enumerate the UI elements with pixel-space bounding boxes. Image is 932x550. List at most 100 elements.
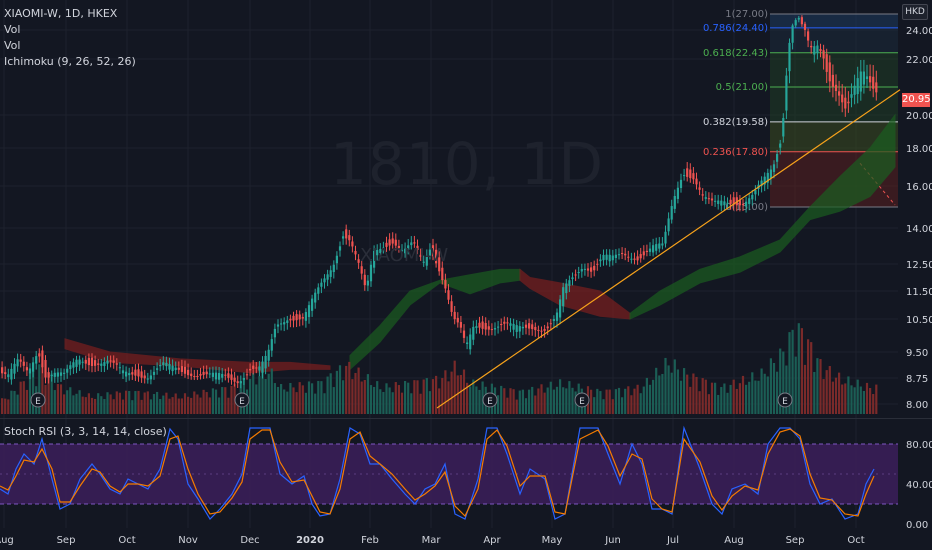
candle-body-21 <box>66 368 69 373</box>
candle-body-270 <box>838 91 841 96</box>
currency-badge[interactable]: HKD <box>902 4 928 20</box>
volume-bar-102 <box>317 380 320 414</box>
candle-body-236 <box>732 197 735 205</box>
candle-body-81 <box>252 365 255 369</box>
candle-body-128 <box>397 245 400 248</box>
volume-bar-134 <box>416 380 419 414</box>
earnings-marker-label-3: E <box>579 397 585 407</box>
candle-body-282 <box>875 82 878 93</box>
volume-bar-0 <box>1 398 4 414</box>
volume-bar-278 <box>862 390 865 414</box>
volume-bar-224 <box>695 376 698 414</box>
candle-body-239 <box>741 203 745 205</box>
volume-bar-150 <box>466 382 469 414</box>
candle-body-95 <box>295 314 298 321</box>
earnings-marker-1 <box>234 392 250 408</box>
volume-bar-67 <box>208 397 211 414</box>
volume-bar-59 <box>183 393 187 414</box>
candle-body-102 <box>317 287 320 294</box>
volume-bar-266 <box>825 370 828 414</box>
candle-body-168 <box>521 326 524 329</box>
candle-body-78 <box>242 377 245 380</box>
volume-indicator-label-2[interactable]: Vol <box>4 39 21 52</box>
candle-body-119 <box>369 264 373 282</box>
volume-bar-173 <box>537 388 540 414</box>
volume-bar-12 <box>38 364 41 414</box>
candle-body-177 <box>549 323 552 325</box>
volume-bar-104 <box>323 393 326 414</box>
time-tick-13: Sep <box>786 535 805 546</box>
candle-body-269 <box>834 84 838 92</box>
volume-bar-275 <box>853 387 856 414</box>
candle-body-234 <box>726 202 729 204</box>
volume-bar-197 <box>611 399 614 414</box>
volume-bar-84 <box>261 367 264 414</box>
volume-bar-210 <box>652 379 655 414</box>
volume-bar-170 <box>528 389 531 414</box>
candle-body-258 <box>800 17 803 25</box>
price-axis: 24.00 22.00 20.00 18.00 16.00 14.00 12.50 11.50… <box>906 26 932 411</box>
volume-bar-118 <box>366 374 369 414</box>
volume-bar-236 <box>732 379 735 414</box>
fib-zone-1 <box>770 27 898 53</box>
volume-bar-95 <box>295 392 298 414</box>
candle-body-37 <box>115 363 118 365</box>
volume-indicator-label[interactable]: Vol <box>4 23 21 36</box>
volume-bar-179 <box>555 386 559 414</box>
cloud-bear-1 <box>64 338 331 374</box>
candle-body-172 <box>534 326 537 331</box>
volume-bar-220 <box>683 368 686 414</box>
candle-body-90 <box>280 323 283 325</box>
symbol-title[interactable]: XIAOMI-W, 1D, HKEX <box>4 7 118 20</box>
volume-bar-228 <box>707 394 710 414</box>
volume-bar-191 <box>593 397 596 414</box>
candle-body-99 <box>307 305 311 318</box>
candle-body-211 <box>655 244 658 251</box>
candle-body-13 <box>41 350 44 368</box>
candle-body-185 <box>574 274 577 276</box>
candle-body-4 <box>13 363 16 374</box>
candle-body-104 <box>323 278 326 283</box>
volume-bar-57 <box>177 398 180 414</box>
candle-body-47 <box>146 378 149 380</box>
candle-body-264 <box>819 49 822 52</box>
volume-bar-8 <box>25 389 28 414</box>
candle-body-223 <box>692 173 695 180</box>
volume-bar-279 <box>865 382 869 414</box>
ichimoku-indicator-label[interactable]: Ichimoku (9, 26, 52, 26) <box>4 55 136 68</box>
candle-body-203 <box>630 258 633 260</box>
volume-bar-23 <box>72 395 75 414</box>
candle-body-93 <box>289 318 292 321</box>
candle-body-127 <box>394 239 397 246</box>
candle-body-165 <box>512 323 515 330</box>
stoch-rsi-label[interactable]: Stoch RSI (3, 3, 14, 14, close) <box>4 425 167 438</box>
volume-bar-234 <box>726 392 729 414</box>
time-tick-14: Oct <box>847 535 864 546</box>
volume-bar-17 <box>53 390 56 414</box>
pane-separator[interactable] <box>0 418 932 419</box>
candle-body-109 <box>338 246 342 251</box>
volume-bar-114 <box>354 372 357 414</box>
candle-body-132 <box>410 242 413 246</box>
price-tick-8: 10.50 <box>906 315 932 326</box>
volume-bar-196 <box>608 389 611 414</box>
volume-bar-41 <box>128 391 131 414</box>
candle-body-199 <box>617 254 621 256</box>
candle-body-110 <box>342 236 345 239</box>
volume-bar-35 <box>109 394 112 414</box>
candle-body-197 <box>611 255 614 261</box>
rsi-tick-2: 0.00 <box>906 520 928 531</box>
candle-body-272 <box>844 97 847 109</box>
candle-body-163 <box>506 322 509 324</box>
candle-body-179 <box>555 312 559 321</box>
candle-body-257 <box>797 17 800 20</box>
candle-body-268 <box>831 74 834 87</box>
candle-body-254 <box>788 42 791 72</box>
volume-bar-9 <box>28 372 32 414</box>
volume-bar-145 <box>450 371 453 414</box>
volume-bar-16 <box>50 373 53 414</box>
volume-bar-93 <box>289 382 292 414</box>
candle-body-242 <box>751 194 754 200</box>
candle-body-136 <box>422 261 425 263</box>
